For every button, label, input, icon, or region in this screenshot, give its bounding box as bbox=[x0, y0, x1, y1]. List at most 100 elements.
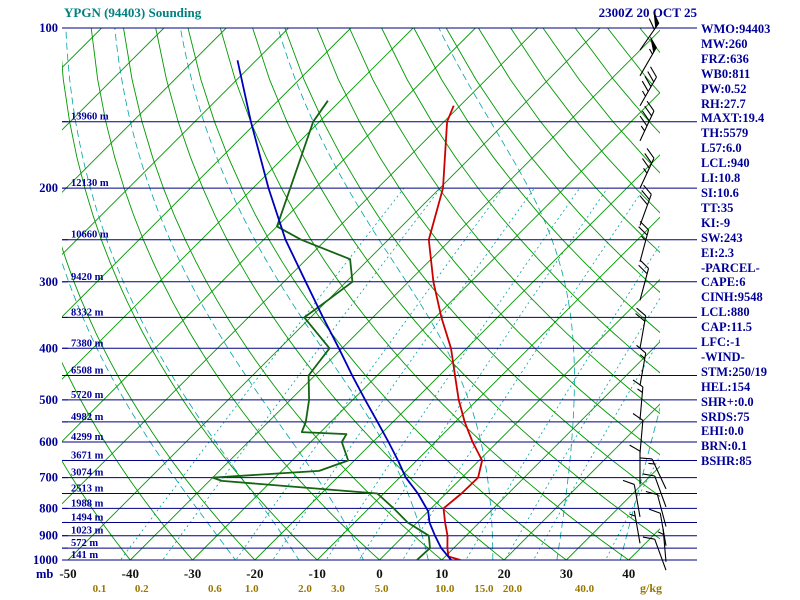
temp-tick-label: 0 bbox=[376, 566, 383, 581]
mixing-ratio-label: 0.6 bbox=[208, 583, 222, 595]
dry-adiabat-line bbox=[284, 28, 660, 497]
barb-full bbox=[640, 457, 653, 460]
moist-adiabat-line bbox=[114, 28, 364, 560]
height-label: 4299 m bbox=[71, 432, 104, 443]
stat-line: SHR+:0.0 bbox=[701, 394, 754, 409]
temp-tick-label: -30 bbox=[184, 566, 201, 581]
barb-full bbox=[644, 76, 652, 87]
wind-barb bbox=[639, 12, 660, 51]
height-label: 7380 m bbox=[71, 338, 104, 349]
stat-line: -PARCEL- bbox=[701, 260, 760, 275]
stat-line: LCL:880 bbox=[701, 305, 750, 320]
temperature-curve bbox=[427, 105, 484, 560]
barb-full bbox=[639, 259, 649, 269]
isotherm-line bbox=[62, 28, 352, 318]
isotherm-line bbox=[254, 154, 660, 560]
dry-adiabat-line bbox=[381, 28, 660, 374]
stat-line: EHI:0.0 bbox=[701, 424, 744, 439]
barb-full bbox=[641, 110, 650, 122]
mixing-unit-label: g/kg bbox=[640, 581, 662, 595]
wind-barb bbox=[648, 508, 667, 546]
dry-adiabat-line bbox=[445, 28, 660, 293]
barb-half bbox=[640, 125, 646, 132]
wind-barb bbox=[642, 536, 667, 571]
wind-barb bbox=[639, 148, 655, 189]
isotherm-line bbox=[566, 465, 660, 560]
stat-line: CINH:9548 bbox=[701, 290, 763, 305]
mixing-ratio-label: 0.1 bbox=[93, 583, 107, 595]
mixing-ratio-label: 0.2 bbox=[135, 583, 149, 595]
wind-barb bbox=[642, 473, 667, 508]
mixing-ratio-label: 3.0 bbox=[331, 583, 345, 595]
wind-barb bbox=[639, 100, 655, 142]
isotherm-line bbox=[503, 403, 660, 560]
dewpoint-curve bbox=[211, 100, 431, 560]
chart-datetime: 2300Z 20 OCT 25 bbox=[598, 5, 697, 20]
moist-adiabat-line bbox=[62, 261, 236, 560]
stat-line: WMO:94403 bbox=[701, 22, 771, 36]
wind-barb bbox=[635, 307, 647, 349]
height-label: 3671 m bbox=[71, 450, 104, 461]
moist-adiabat-line bbox=[277, 28, 494, 560]
stat-line: MAXT:19.4 bbox=[701, 111, 765, 126]
isotherm-line bbox=[192, 91, 660, 560]
wind-barb bbox=[639, 66, 657, 107]
mixing-ratio-line bbox=[272, 187, 535, 560]
wind-barb bbox=[636, 344, 647, 386]
height-label: 13960 m bbox=[71, 112, 109, 123]
stat-line: LI:10.8 bbox=[701, 171, 741, 186]
stat-line: SW:243 bbox=[701, 230, 743, 245]
barb-full bbox=[645, 490, 658, 496]
pressure-unit-label: mb bbox=[36, 567, 53, 581]
stat-line: CAP:11.5 bbox=[701, 320, 753, 335]
pressure-tick-label: 100 bbox=[39, 21, 58, 35]
wind-barbs bbox=[622, 12, 667, 571]
mixing-ratio-label: 2.0 bbox=[298, 583, 312, 595]
barb-full bbox=[629, 444, 641, 452]
dry-adiabat-line bbox=[187, 28, 568, 560]
height-label: 12130 m bbox=[71, 178, 109, 189]
height-label: 1023 m bbox=[71, 526, 104, 537]
height-label: 4982 m bbox=[71, 412, 104, 423]
wind-barb bbox=[632, 379, 644, 420]
wind-barb bbox=[638, 259, 650, 301]
barb-full bbox=[646, 100, 655, 112]
isotherm-line bbox=[129, 29, 660, 560]
stat-line: FRZ:636 bbox=[701, 51, 749, 66]
stat-line: PW:0.52 bbox=[701, 81, 747, 96]
stat-line: TH:5579 bbox=[701, 126, 749, 141]
mixing-ratio-label: 1.0 bbox=[245, 583, 259, 595]
pressure-tick-label: 400 bbox=[39, 341, 58, 355]
height-label: 2513 m bbox=[71, 484, 104, 495]
temp-tick-label: -10 bbox=[309, 566, 326, 581]
temp-tick-label: 10 bbox=[435, 566, 448, 581]
barb-full bbox=[636, 344, 647, 354]
barb-full bbox=[643, 184, 652, 195]
barb-full bbox=[636, 307, 647, 317]
height-label: 1988 m bbox=[71, 498, 104, 509]
pressure-tick-label: 200 bbox=[39, 181, 58, 195]
stat-line: BSHR:85 bbox=[701, 454, 752, 469]
stat-line: BRN:0.1 bbox=[701, 439, 748, 454]
isotherm-line bbox=[62, 28, 165, 131]
wind-barb bbox=[640, 457, 667, 490]
barb-full bbox=[641, 190, 650, 200]
barb-full bbox=[641, 158, 650, 169]
mixing-ratio-line bbox=[325, 187, 581, 560]
temp-tick-label: -40 bbox=[122, 566, 139, 581]
wind-barb bbox=[639, 184, 652, 226]
wind-barb bbox=[629, 444, 641, 485]
height-label: 6508 m bbox=[71, 366, 104, 377]
stat-line: HEL:154 bbox=[701, 379, 751, 394]
temp-tick-label: 20 bbox=[498, 566, 511, 581]
barb-full bbox=[646, 148, 655, 159]
dry-adiabat-line bbox=[62, 460, 131, 560]
barb-full bbox=[641, 80, 649, 92]
mixing-ratio-line bbox=[162, 187, 441, 560]
barb-full bbox=[644, 153, 653, 164]
dry-adiabat-line bbox=[62, 246, 256, 560]
stat-line: L57:6.0 bbox=[701, 141, 742, 156]
temp-tick-label: 30 bbox=[560, 566, 573, 581]
isotherm-line bbox=[379, 278, 660, 560]
barb-full bbox=[632, 413, 644, 421]
